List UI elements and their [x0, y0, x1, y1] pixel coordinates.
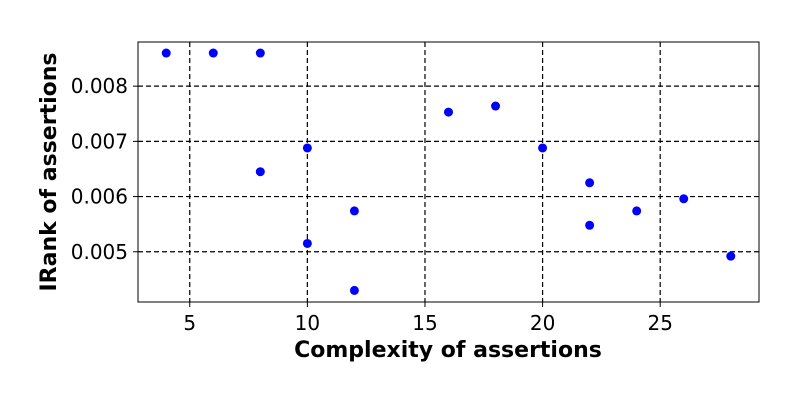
data-point	[585, 220, 595, 230]
data-point	[255, 48, 265, 58]
y-tick-label: 0.005	[71, 240, 128, 264]
data-point	[302, 143, 312, 153]
x-tick-label: 15	[412, 311, 437, 335]
x-tick-label: 10	[295, 311, 320, 335]
data-points	[161, 48, 736, 295]
axis-ticks: 5 10 15 20 25 0.005 0.006 0.007 0.008	[71, 74, 673, 335]
data-point	[349, 206, 359, 216]
data-point	[679, 194, 689, 204]
y-axis-title: IRank of assertions	[37, 52, 62, 291]
x-tick-label: 5	[183, 311, 196, 335]
data-point	[538, 143, 548, 153]
x-tick-label: 20	[530, 311, 555, 335]
data-point	[585, 178, 595, 188]
y-tick-label: 0.007	[71, 129, 128, 153]
data-point	[632, 206, 642, 216]
data-point	[349, 285, 359, 295]
data-point	[491, 101, 501, 111]
y-tick-label: 0.006	[71, 185, 128, 209]
data-point	[302, 238, 312, 248]
x-tick-label: 25	[647, 311, 672, 335]
data-point	[444, 107, 453, 117]
data-point	[255, 167, 265, 177]
data-point	[161, 48, 171, 58]
y-tick-label: 0.008	[71, 74, 128, 98]
x-axis-title: Complexity of assertions	[294, 338, 602, 363]
grid-lines	[138, 42, 759, 302]
data-point	[726, 251, 736, 261]
data-point	[208, 48, 218, 58]
plot-frame	[137, 41, 760, 303]
